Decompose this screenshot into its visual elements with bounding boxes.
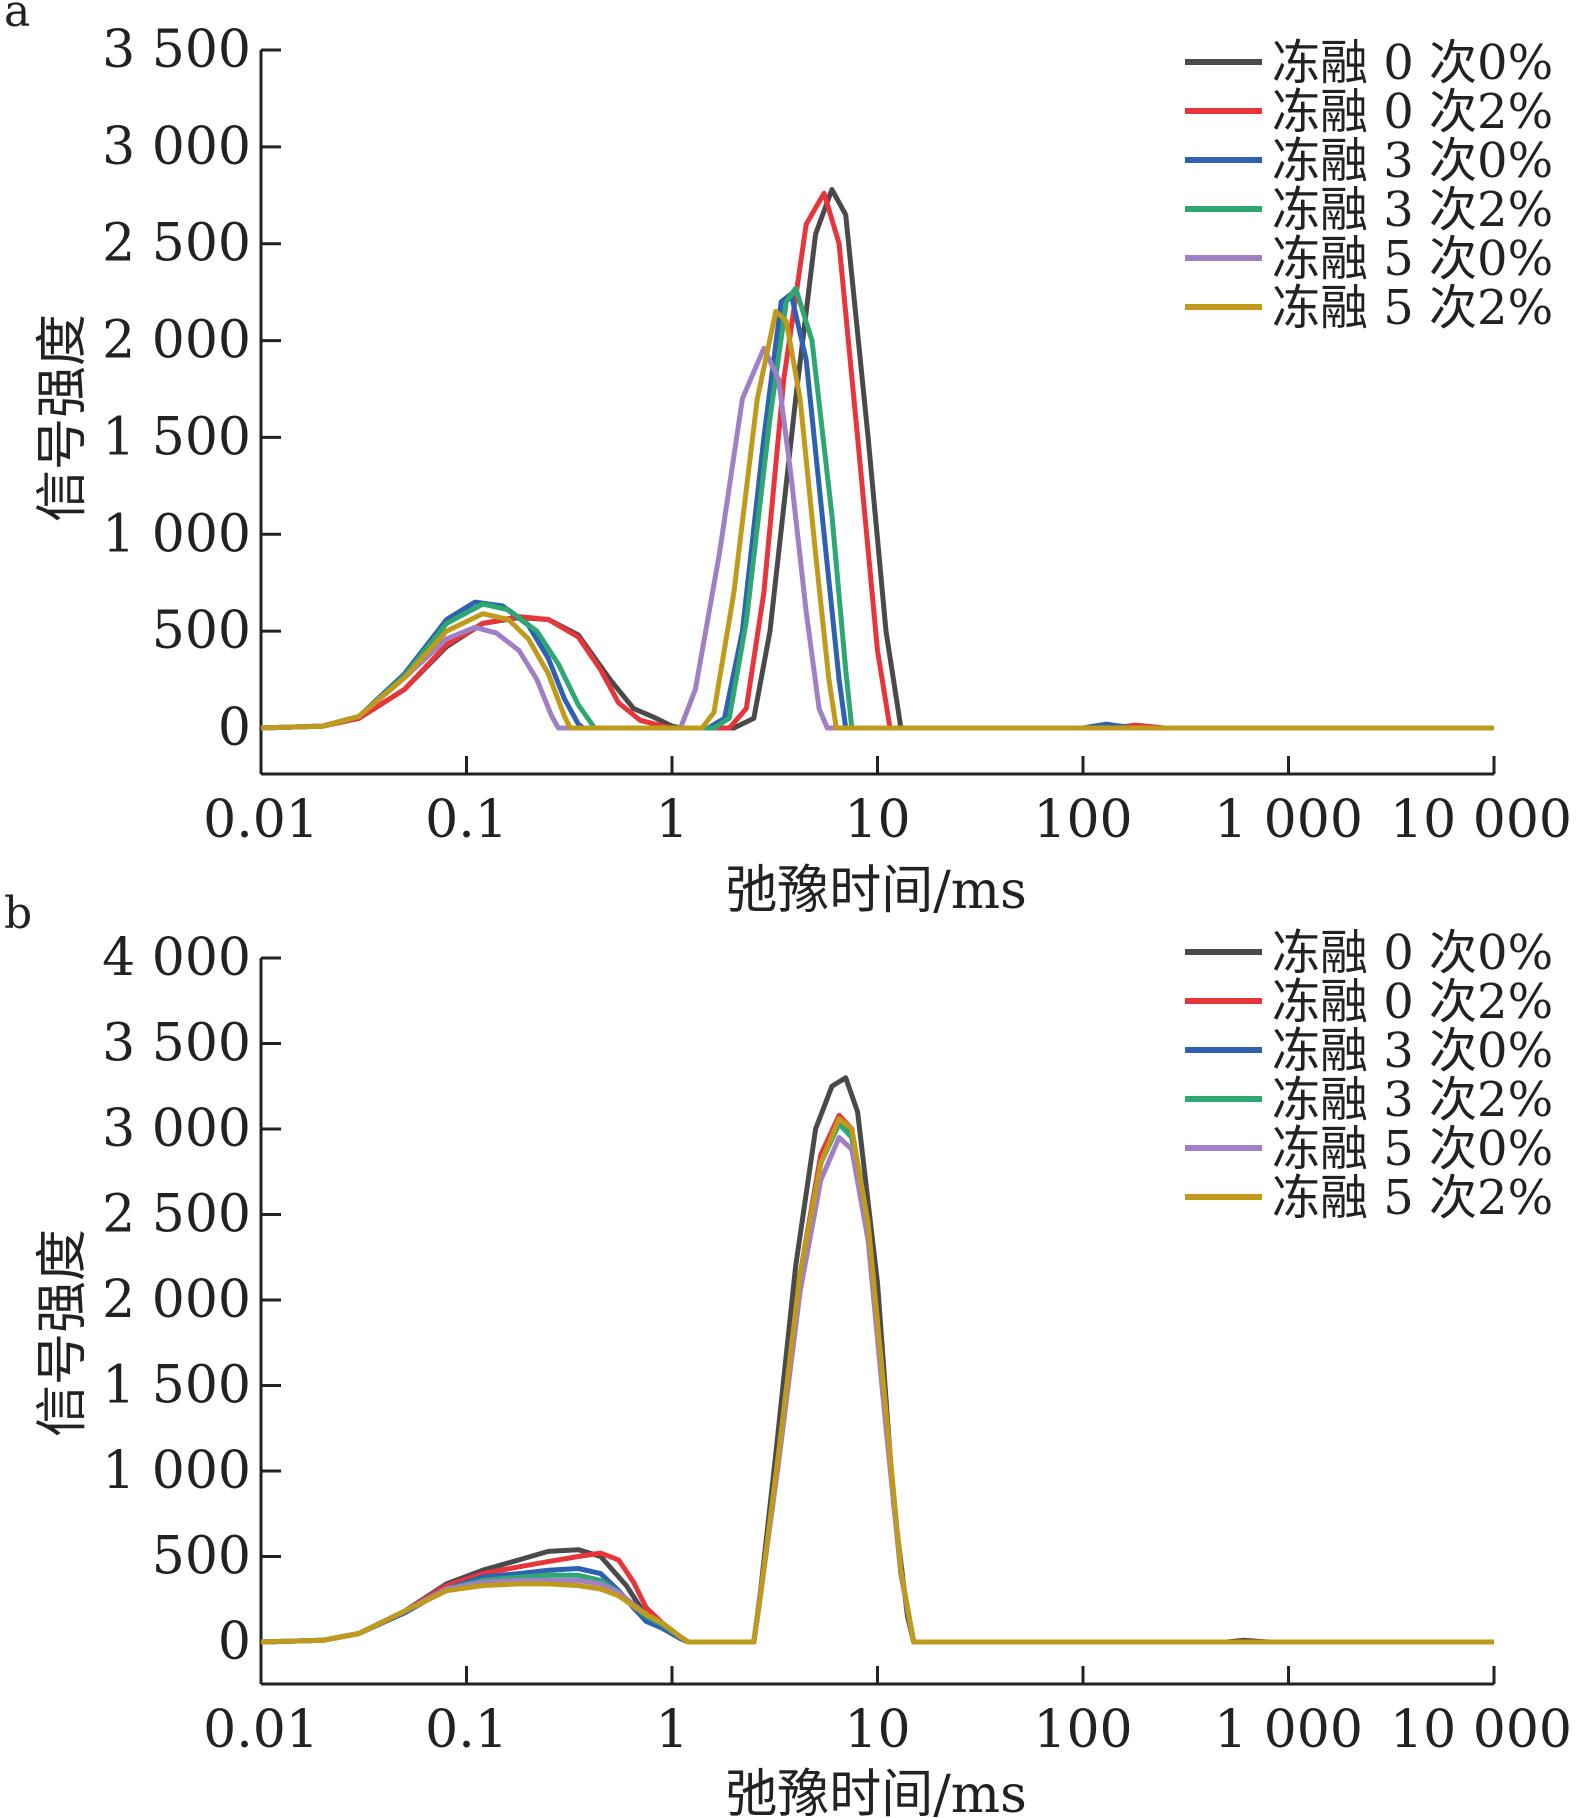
x-tick-label: 10: [844, 1700, 910, 1760]
x-tick-label: 10: [844, 790, 910, 850]
y-tick-label: 1 500: [102, 1356, 251, 1416]
y-tick-label: 1 000: [102, 1441, 251, 1501]
legend-label: 冻融 5 次0%: [1272, 231, 1553, 287]
panel-a-letter: a: [4, 0, 30, 37]
legend-label: 冻融 5 次2%: [1272, 280, 1553, 336]
chart-panel-a: a 信号强度 弛豫时间/ms 0 500 1 000 1 500 2 000 2 500 3…: [4, 0, 1572, 921]
x-tick-label: 100: [1033, 1700, 1132, 1760]
series-line: [260, 1116, 1494, 1645]
panel-b-ylabel: 信号强度: [33, 1229, 93, 1437]
panel-a-xlabel: 弛豫时间/ms: [725, 861, 1027, 921]
chart-panel-b: b 信号强度 弛豫时间/ms 0 500 1 000 1 500 2 000 2 500 3…: [4, 888, 1572, 1818]
y-tick-label: 0: [218, 1612, 251, 1672]
x-tick-label: 100: [1033, 790, 1132, 850]
panel-b-xlabel: 弛豫时间/ms: [725, 1765, 1027, 1818]
legend-label: 冻融 3 次0%: [1272, 1023, 1553, 1079]
x-tick-label: 0.1: [425, 790, 508, 850]
y-tick-label: 3 500: [102, 20, 251, 80]
series-line: [260, 309, 1494, 731]
x-tick-label: 1 000: [1214, 1700, 1363, 1760]
y-tick-label: 3 000: [102, 1099, 251, 1159]
legend-label: 冻融 3 次0%: [1272, 133, 1553, 189]
series-line: [260, 291, 1494, 731]
legend-label: 冻融 5 次2%: [1272, 1170, 1553, 1226]
legend-label: 冻融 3 次2%: [1272, 1072, 1553, 1128]
y-tick-label: 500: [152, 601, 251, 661]
y-tick-label: 500: [152, 1527, 251, 1587]
y-tick-label: 2 500: [102, 214, 251, 274]
x-tick-label: 1: [655, 790, 688, 850]
panel-b-letter: b: [4, 888, 32, 939]
legend-label: 冻融 0 次2%: [1272, 84, 1553, 140]
x-tick-label: 0.1: [425, 1700, 508, 1760]
y-tick-label: 2 000: [102, 311, 251, 371]
y-tick-label: 3 000: [102, 117, 251, 177]
y-tick-label: 2 000: [102, 1270, 251, 1330]
legend-label: 冻融 0 次0%: [1272, 925, 1553, 981]
legend-label: 冻融 3 次2%: [1272, 182, 1553, 238]
x-tick-label: 0.01: [203, 790, 319, 850]
x-tick-label: 10 000: [1390, 1700, 1572, 1760]
x-tick-label: 1 000: [1214, 790, 1363, 850]
y-tick-label: 1 500: [102, 407, 251, 467]
x-tick-label: 1: [655, 1700, 688, 1760]
y-tick-label: 1 000: [102, 504, 251, 564]
legend-label: 冻融 5 次0%: [1272, 1121, 1553, 1177]
panel-a-ylabel: 信号强度: [33, 314, 93, 522]
x-tick-label: 0.01: [203, 1700, 319, 1760]
y-tick-label: 2 500: [102, 1185, 251, 1245]
x-tick-label: 10 000: [1390, 790, 1572, 850]
legend-label: 冻融 0 次2%: [1272, 974, 1553, 1030]
legend-label: 冻融 0 次0%: [1272, 35, 1553, 91]
y-tick-label: 3 500: [102, 1014, 251, 1074]
y-tick-label: 0: [218, 698, 251, 758]
y-tick-label: 4 000: [102, 928, 251, 988]
